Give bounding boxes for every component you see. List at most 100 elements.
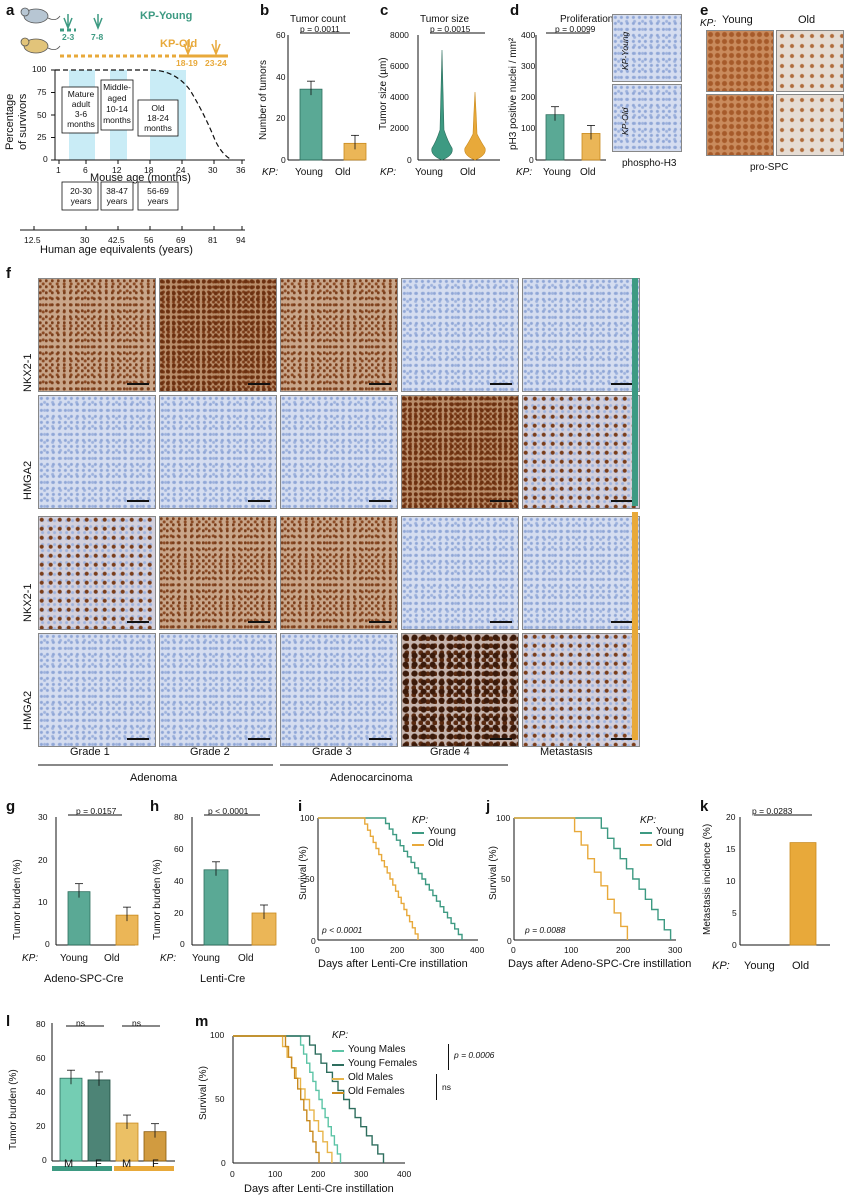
f-image-r2-c4 (522, 516, 640, 630)
scale-bar (369, 738, 391, 740)
survival-curve-young-males (233, 1035, 342, 1163)
panel-e-caption: pro-SPC (750, 162, 789, 173)
a-ytick: 25 (37, 132, 47, 142)
survival-curve-old (514, 817, 629, 940)
m-bracket-old (436, 1074, 437, 1100)
m-legend-young-males: Young Males (348, 1044, 406, 1055)
a-xtick: 36 (236, 165, 246, 175)
panel-label-k: k (700, 798, 709, 815)
m-ytick: 100 (210, 1030, 225, 1040)
panel-a-figure (20, 7, 245, 231)
a-htick: 69 (176, 235, 186, 245)
a-xtick: 24 (176, 165, 186, 175)
j-xtick: 300 (668, 945, 683, 955)
h-ytick: 60 (174, 844, 184, 854)
injection-icon (183, 40, 193, 57)
j-xtick: 100 (564, 945, 579, 955)
f-row-label: NKX2-1 (22, 583, 34, 622)
bar-d-0 (545, 114, 565, 161)
image-d-caption: phospho-H3 (622, 158, 677, 169)
injection-icon (93, 14, 103, 31)
scale-bar (127, 621, 149, 623)
m-legend-swatch (332, 1064, 344, 1066)
f-image-r0-c1 (159, 278, 277, 392)
i-xtick: 300 (430, 945, 445, 955)
m-xtick: 300 (354, 1169, 369, 1179)
bar-b-0 (299, 88, 323, 161)
panel-label-f: f (6, 265, 11, 282)
chart-h-kp: KP: (160, 953, 177, 964)
chart-m-pvalue: p = 0.0006 (454, 1050, 495, 1060)
image-e-young-2 (706, 94, 774, 156)
chart-l-ns-1: ns (76, 1018, 85, 1028)
c-ytick: 6000 (390, 61, 409, 71)
m-xtick: 400 (397, 1169, 412, 1179)
m-legend-old-females: Old Females (348, 1086, 405, 1097)
a-xtick: 1 (56, 165, 61, 175)
chart-m-legend-title: KP: (332, 1030, 349, 1041)
h-ytick: 0 (180, 939, 185, 949)
a-xtick: 18 (144, 165, 154, 175)
chart-i-legend-old-swatch (412, 844, 424, 846)
chart-d-cat-young: Young (543, 167, 571, 178)
panel-a-ylabel-2: of survivors (17, 93, 29, 150)
violin-old (464, 91, 486, 161)
f-image-r3-c2 (280, 633, 398, 747)
image-d-old-label: KP-Old (620, 107, 630, 135)
f-col-label: Grade 3 (312, 746, 352, 758)
legend-old: KP-Old (160, 38, 198, 50)
f-image-r0-c3 (401, 278, 519, 392)
chart-g-kp: KP: (22, 953, 39, 964)
chart-c-ylabel: Tumor size (µm) (378, 57, 389, 130)
i-xtick: 100 (350, 945, 365, 955)
scale-bar (369, 621, 391, 623)
f-image-r1-c1 (159, 395, 277, 509)
m-xtick: 100 (268, 1169, 283, 1179)
a-htick: 94 (236, 235, 246, 245)
panel-label-b: b (260, 2, 270, 19)
j-ytick: 0 (507, 936, 512, 946)
old-tick-2: 23-24 (205, 58, 227, 68)
a-xtick: 30 (208, 165, 218, 175)
d-ytick: 400 (521, 30, 536, 40)
panel-label-m: m (195, 1013, 209, 1030)
bar-l-0 (59, 1077, 83, 1162)
chart-l-cat: F (95, 1158, 102, 1170)
panel-label-e: e (700, 2, 709, 19)
d-ytick: 100 (521, 123, 536, 133)
f-group-adenoma: Adenoma (130, 772, 178, 784)
young-group-bar (632, 278, 638, 506)
survival-curve-old-females (233, 1035, 320, 1163)
box-old: Old 18-24 months (144, 103, 172, 133)
chart-d-kp: KP: (516, 167, 533, 178)
scale-bar (611, 621, 633, 623)
b-ytick: 40 (276, 72, 286, 82)
m-legend-old-males: Old Males (348, 1072, 394, 1083)
l-young-bar (52, 1166, 112, 1171)
survival-curve-young (514, 817, 672, 940)
chart-b-cat-old: Old (335, 167, 351, 178)
l-ytick: 0 (42, 1155, 47, 1165)
f-row-label: HMGA2 (22, 690, 34, 730)
f-image-r2-c1 (159, 516, 277, 630)
chart-b-title: Tumor count (290, 14, 346, 25)
chart-i-legend-young: Young (428, 826, 456, 837)
d-ytick: 0 (529, 155, 534, 165)
k-ytick: 10 (726, 876, 736, 886)
chart-k-cat-old: Old (792, 960, 810, 972)
chart-l-cat: F (152, 1158, 159, 1170)
scale-bar (490, 621, 512, 623)
a-ytick: 100 (32, 64, 47, 74)
chart-k-pvalue: p = 0.0283 (752, 806, 793, 816)
f-image-r2-c0 (38, 516, 156, 630)
m-legend-swatch (332, 1078, 344, 1080)
image-d-old (612, 84, 682, 152)
c-ytick: 4000 (390, 92, 409, 102)
m-xtick: 200 (311, 1169, 326, 1179)
scale-bar (369, 383, 391, 385)
h-ytick: 80 (174, 812, 184, 822)
panel-label-c: c (380, 2, 389, 19)
k-ytick: 0 (732, 940, 737, 950)
h-ytick: 40 (174, 876, 184, 886)
box-human-1: 20-30 years (70, 186, 92, 206)
